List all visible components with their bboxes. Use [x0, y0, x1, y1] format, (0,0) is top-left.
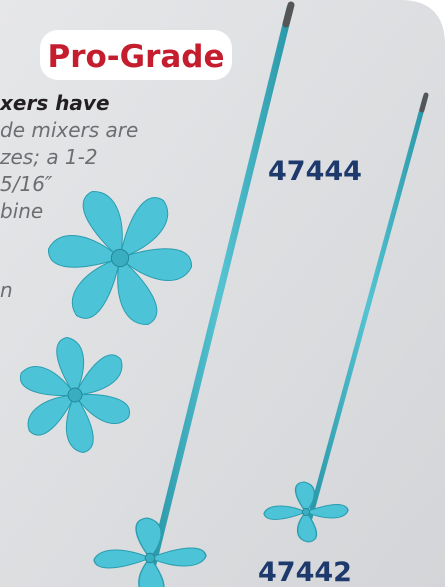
description-line: zes; a 1-2: [0, 145, 98, 169]
badge-text: Pro-Grade: [47, 39, 224, 75]
description-line: 5/16″: [0, 172, 53, 196]
description-line: xers have: [0, 91, 110, 115]
propeller-hub: [68, 388, 82, 402]
propeller-hub: [111, 249, 128, 266]
description-line: n: [0, 278, 13, 302]
product-number: 47442: [258, 557, 352, 587]
propeller-hub: [145, 553, 155, 563]
product-number: 47444: [268, 156, 362, 187]
mixer-rod-tip: [286, 5, 291, 24]
description-line: bine: [0, 199, 43, 223]
propeller-hub: [302, 508, 309, 515]
description-line: de mixers are: [0, 118, 138, 142]
catalog-panel: Pro-Grade xers have de mixers are zes; a…: [0, 0, 445, 587]
